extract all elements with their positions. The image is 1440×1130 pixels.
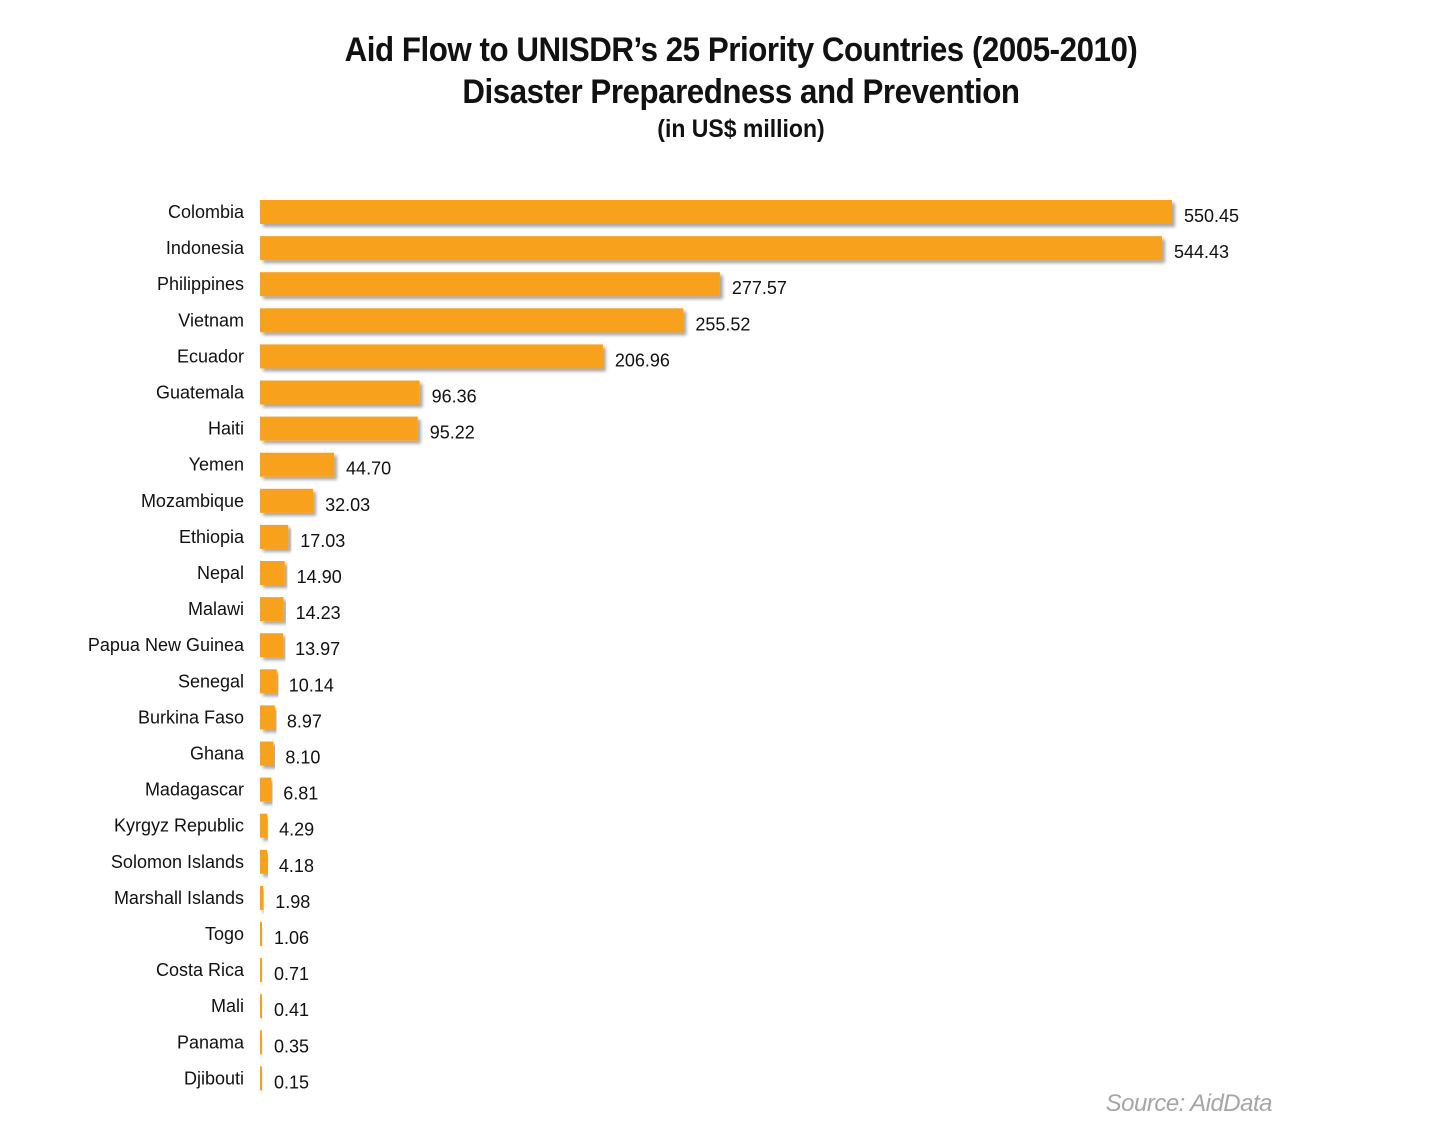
value-label: 32.03 bbox=[325, 495, 370, 515]
value-label: 1.06 bbox=[274, 928, 309, 948]
value-label: 6.81 bbox=[283, 784, 318, 804]
value-label: 44.70 bbox=[346, 459, 391, 479]
bar-indonesia bbox=[260, 236, 1163, 261]
bar-colombia bbox=[260, 200, 1172, 224]
chart-title-block: Aid Flow to UNISDR’s 25 Priority Countri… bbox=[0, 28, 1440, 146]
bar-costa-rica bbox=[260, 958, 262, 983]
category-label: Solomon Islands bbox=[111, 852, 244, 872]
category-label: Colombia bbox=[168, 202, 245, 222]
category-label: Togo bbox=[205, 924, 244, 944]
category-label: Ethiopia bbox=[179, 527, 245, 547]
chart-title: Aid Flow to UNISDR’s 25 Priority Countri… bbox=[344, 31, 1138, 69]
category-label: Kyrgyz Republic bbox=[114, 816, 244, 836]
value-label: 8.97 bbox=[287, 711, 322, 731]
value-label: 0.15 bbox=[274, 1072, 309, 1092]
bar-togo bbox=[260, 922, 262, 946]
bar-yemen bbox=[260, 452, 335, 477]
bar-ecuador bbox=[260, 344, 603, 369]
value-label: 0.35 bbox=[274, 1036, 309, 1056]
value-label: 14.23 bbox=[296, 603, 341, 623]
category-label: Guatemala bbox=[156, 383, 245, 403]
source-note: Source: AidData bbox=[1105, 1090, 1273, 1117]
value-labels-group: 550.45 544.43 277.57 255.52 206.96 96.36 95.22… bbox=[274, 206, 1239, 1092]
category-label: Indonesia bbox=[166, 238, 245, 258]
bar-marshall-islands bbox=[260, 885, 264, 910]
value-label: 544.43 bbox=[1174, 242, 1229, 262]
value-label: 4.18 bbox=[279, 856, 314, 876]
value-label: 17.03 bbox=[300, 531, 345, 551]
value-label: 1.98 bbox=[275, 892, 310, 912]
value-label: 14.90 bbox=[297, 567, 342, 587]
category-label: Ghana bbox=[190, 744, 245, 764]
bar-mali bbox=[260, 994, 262, 1019]
bar-ethiopia bbox=[260, 524, 289, 549]
category-label: Djibouti bbox=[184, 1068, 244, 1088]
value-label: 96.36 bbox=[432, 387, 477, 407]
category-label: Marshall Islands bbox=[114, 888, 244, 908]
bar-senegal bbox=[260, 669, 277, 694]
value-label: 95.22 bbox=[430, 423, 475, 443]
value-label: 277.57 bbox=[732, 278, 787, 298]
value-label: 0.71 bbox=[274, 964, 309, 984]
value-label: 8.10 bbox=[285, 748, 320, 768]
category-label: Mali bbox=[211, 996, 244, 1016]
category-label: Senegal bbox=[178, 671, 244, 691]
bar-haiti bbox=[260, 416, 418, 441]
chart-subtitle: Disaster Preparedness and Prevention bbox=[462, 73, 1020, 111]
bar-madagascar bbox=[260, 777, 272, 802]
category-label: Panama bbox=[177, 1032, 245, 1052]
bar-solomon-islands bbox=[260, 849, 267, 874]
category-label: Papua New Guinea bbox=[88, 635, 245, 655]
category-label: Yemen bbox=[189, 455, 244, 475]
category-label: Vietnam bbox=[178, 310, 244, 330]
category-label: Nepal bbox=[197, 563, 244, 583]
value-label: 10.14 bbox=[289, 675, 334, 695]
bar-guatemala bbox=[260, 380, 420, 405]
bar-philippines bbox=[260, 272, 720, 297]
chart-unit: (in US$ million) bbox=[657, 115, 825, 143]
bar-kyrgyz-republic bbox=[260, 813, 268, 838]
category-label: Malawi bbox=[188, 599, 244, 619]
bar-vietnam bbox=[260, 308, 684, 333]
bar-panama bbox=[260, 1030, 262, 1055]
category-labels-group: Colombia Indonesia Philippines Vietnam Ecuad… bbox=[88, 202, 245, 1088]
category-label: Madagascar bbox=[145, 780, 244, 800]
bar-papua-new-guinea bbox=[260, 633, 284, 658]
bar-malawi bbox=[260, 597, 284, 622]
bar-burkina-faso bbox=[260, 705, 275, 730]
category-label: Costa Rica bbox=[156, 960, 245, 980]
bar-mozambique bbox=[260, 488, 314, 513]
bar-ghana bbox=[260, 741, 274, 766]
category-label: Haiti bbox=[208, 419, 244, 439]
value-label: 13.97 bbox=[295, 639, 340, 659]
bar-djibouti bbox=[260, 1066, 262, 1091]
value-label: 206.96 bbox=[615, 350, 670, 370]
bar-nepal bbox=[260, 561, 285, 585]
value-label: 255.52 bbox=[695, 314, 750, 334]
category-label: Philippines bbox=[157, 274, 244, 294]
category-label: Ecuador bbox=[177, 346, 244, 366]
bars-group bbox=[260, 200, 1172, 1091]
value-label: 4.29 bbox=[279, 820, 314, 840]
value-label: 550.45 bbox=[1184, 206, 1239, 226]
category-label: Mozambique bbox=[141, 491, 244, 511]
value-label: 0.41 bbox=[274, 1000, 309, 1020]
category-label: Burkina Faso bbox=[138, 707, 244, 727]
